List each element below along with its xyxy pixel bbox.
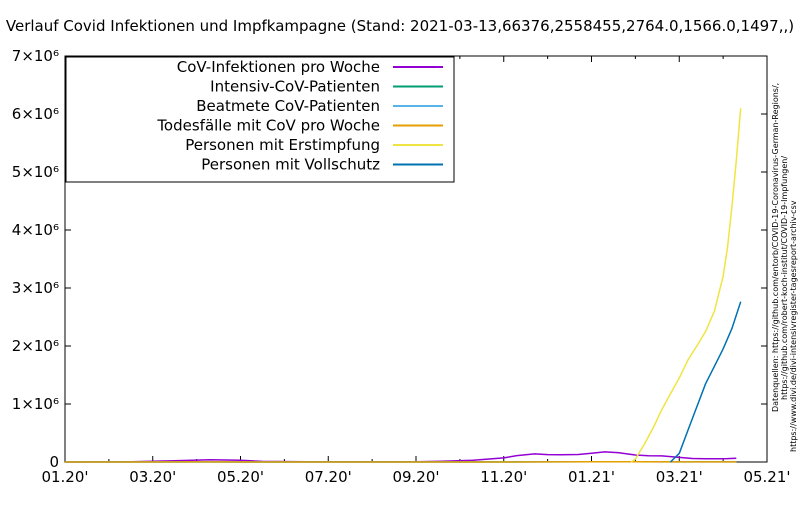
legend-label: Todesfälle mit CoV pro Woche (156, 117, 380, 135)
x-tick-label: 05.21' (743, 468, 790, 486)
y-tick-label: 3×10⁶ (12, 279, 59, 297)
x-tick-label: 03.21' (656, 468, 703, 486)
x-tick-label: 07.20' (305, 468, 352, 486)
legend-label: Intensiv-CoV-Patienten (210, 78, 380, 96)
y-tick-label: 6×10⁶ (12, 105, 59, 123)
y-tick-label: 5×10⁶ (12, 163, 59, 181)
legend-label: Personen mit Erstimpfung (185, 136, 380, 154)
series-line-6 (671, 302, 741, 462)
x-tick-label: 05.20' (217, 468, 264, 486)
legend: CoV-Infektionen pro Woche Intensiv-CoV-Pa… (66, 57, 454, 182)
y-tick-label: 4×10⁶ (12, 221, 59, 239)
legend-label: Beatmete CoV-Patienten (196, 97, 380, 115)
source-line-1: Datenquellen: https://github.com/entorb/… (771, 83, 780, 412)
y-tick-label: 7×10⁶ (12, 47, 59, 65)
y-tick-label: 0 (49, 453, 59, 471)
legend-label: CoV-Infektionen pro Woche (177, 58, 380, 76)
y-tick-label: 1×10⁶ (12, 395, 59, 413)
x-tick-label: 09.20' (392, 468, 439, 486)
chart-title: Verlauf Covid Infektionen und Impfkampag… (6, 17, 794, 35)
x-tick-label: 03.20' (129, 468, 176, 486)
x-tick-label: 11.20' (480, 468, 527, 486)
source-line-3: https://www.divi.de/divi-intensivregiste… (789, 200, 798, 452)
source-line-2: https://github.com/robert-koch-institut/… (780, 156, 789, 400)
x-tick-label: 01.21' (568, 468, 615, 486)
data-sources: Datenquellen: https://github.com/entorb/… (771, 83, 798, 452)
y-tick-label: 2×10⁶ (12, 337, 59, 355)
series-line-5 (631, 108, 741, 462)
legend-label: Personen mit Vollschutz (201, 156, 380, 174)
